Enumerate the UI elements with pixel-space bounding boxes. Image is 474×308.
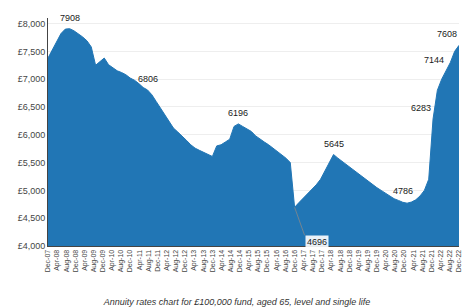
svg-text:7608: 7608 <box>437 29 457 39</box>
svg-text:7908: 7908 <box>60 13 80 23</box>
svg-text:Apr-20: Apr-20 <box>382 250 390 271</box>
svg-text:£5,500: £5,500 <box>18 158 46 168</box>
svg-text:Annuity rates chart for £100,0: Annuity rates chart for £100,000 fund, a… <box>103 297 371 307</box>
svg-text:Aug-13: Aug-13 <box>200 250 208 273</box>
svg-text:£8,000: £8,000 <box>18 19 46 29</box>
svg-text:Apr-09: Apr-09 <box>81 250 89 271</box>
svg-text:Dec-16: Dec-16 <box>291 250 298 273</box>
svg-text:Dec-15: Dec-15 <box>263 250 270 273</box>
svg-text:Dec-20: Dec-20 <box>400 250 407 273</box>
svg-text:Apr-11: Apr-11 <box>136 250 144 271</box>
svg-text:Apr-18: Apr-18 <box>327 250 335 271</box>
svg-text:Aug-16: Aug-16 <box>282 250 290 273</box>
svg-text:Aug-08: Aug-08 <box>63 250 71 273</box>
svg-text:Dec-18: Dec-18 <box>346 250 353 273</box>
svg-text:Dec-17: Dec-17 <box>318 250 325 273</box>
svg-text:4786: 4786 <box>393 186 413 196</box>
svg-text:Dec-13: Dec-13 <box>209 250 216 273</box>
svg-text:Dec-19: Dec-19 <box>373 250 380 273</box>
svg-text:£4,500: £4,500 <box>18 213 46 223</box>
svg-text:Aug-21: Aug-21 <box>419 250 427 273</box>
svg-text:Dec-07: Dec-07 <box>44 250 51 273</box>
svg-text:Aug-09: Aug-09 <box>90 250 98 273</box>
svg-text:Apr-19: Apr-19 <box>355 250 363 271</box>
svg-text:£4,000: £4,000 <box>18 241 46 251</box>
svg-text:Apr-12: Apr-12 <box>163 250 171 271</box>
svg-text:Apr-21: Apr-21 <box>410 250 418 271</box>
svg-text:£7,500: £7,500 <box>18 47 46 57</box>
svg-text:£6,000: £6,000 <box>18 130 46 140</box>
svg-text:£6,500: £6,500 <box>18 102 46 112</box>
svg-text:Dec-12: Dec-12 <box>181 250 188 273</box>
svg-text:Aug-11: Aug-11 <box>145 250 153 272</box>
svg-text:6806: 6806 <box>138 74 158 84</box>
svg-text:Aug-19: Aug-19 <box>364 250 372 273</box>
svg-text:Apr-14: Apr-14 <box>218 250 226 271</box>
svg-text:Apr-13: Apr-13 <box>190 250 198 271</box>
svg-text:6283: 6283 <box>411 103 431 113</box>
svg-text:£5,000: £5,000 <box>18 186 46 196</box>
svg-text:Dec-08: Dec-08 <box>72 250 79 273</box>
svg-text:Aug-17: Aug-17 <box>309 250 317 273</box>
svg-text:Aug-18: Aug-18 <box>337 250 345 273</box>
svg-text:Aug-12: Aug-12 <box>172 250 180 273</box>
svg-text:7144: 7144 <box>424 55 444 65</box>
svg-text:Dec-09: Dec-09 <box>99 250 106 273</box>
svg-text:Apr-17: Apr-17 <box>300 250 308 271</box>
svg-text:Apr-22: Apr-22 <box>437 250 445 271</box>
svg-text:6196: 6196 <box>228 108 248 118</box>
svg-text:Dec-21: Dec-21 <box>428 250 435 273</box>
svg-text:Apr-08: Apr-08 <box>53 250 61 271</box>
svg-text:Dec-14: Dec-14 <box>236 250 243 273</box>
svg-text:Aug-22: Aug-22 <box>446 250 454 273</box>
svg-text:Aug-15: Aug-15 <box>254 250 262 273</box>
svg-text:£7,000: £7,000 <box>18 74 46 84</box>
svg-text:Apr-15: Apr-15 <box>245 250 253 271</box>
svg-text:4696: 4696 <box>307 237 327 247</box>
svg-text:Dec-10: Dec-10 <box>126 250 133 273</box>
svg-text:5645: 5645 <box>324 139 344 149</box>
svg-text:Apr-16: Apr-16 <box>273 250 281 271</box>
svg-text:Dec-22: Dec-22 <box>455 250 462 273</box>
svg-text:Apr-10: Apr-10 <box>108 250 116 271</box>
svg-text:Aug-14: Aug-14 <box>227 250 235 273</box>
svg-text:Aug-10: Aug-10 <box>117 250 125 273</box>
svg-text:Aug-20: Aug-20 <box>391 250 399 273</box>
svg-text:Dec-11: Dec-11 <box>154 250 161 272</box>
